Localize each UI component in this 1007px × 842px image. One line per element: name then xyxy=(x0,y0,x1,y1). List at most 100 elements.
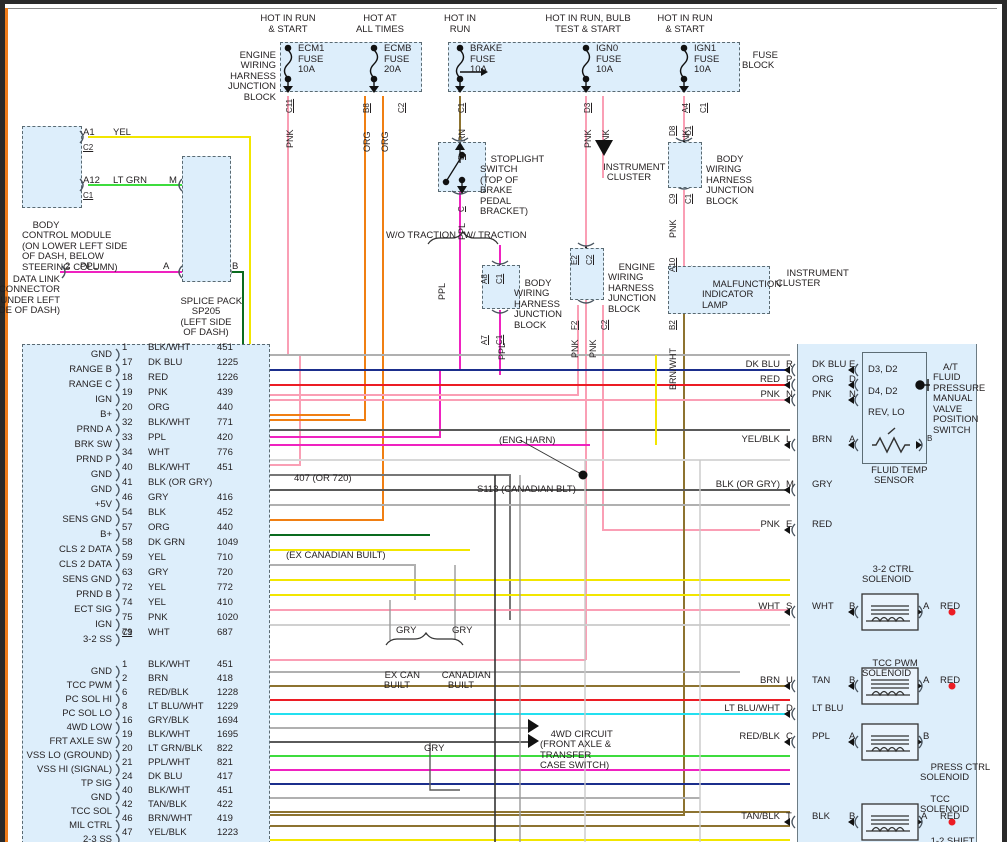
c1-row-function-label: B+ xyxy=(100,529,112,540)
label-gry-right: GRY xyxy=(452,625,473,636)
temp-sensor-in-color: BRN xyxy=(812,434,833,445)
c1-row-function-label: CLS 2 DATA xyxy=(59,559,112,570)
c2-row-circuit-number: 1229 xyxy=(217,701,239,712)
c1-row-terminal-bracket xyxy=(115,438,120,452)
c1-row-wire-color: WHT xyxy=(148,447,170,458)
c1-row-terminal-bracket xyxy=(115,633,120,647)
body-wiring-harness-junction-block-1 xyxy=(482,265,520,309)
at-feed-in-color: RED xyxy=(812,519,833,530)
bcm-pin-a1: A1 xyxy=(83,127,95,138)
press-ctrl-out-term: C xyxy=(786,731,793,742)
c2-row-pin-number: 1 xyxy=(122,659,128,670)
dlc-wire-ppl: PPL xyxy=(80,261,98,272)
c1-row-terminal-bracket xyxy=(115,573,120,587)
c1-row-pin-number: 19 xyxy=(122,387,133,398)
at-row2-in-color: ORG xyxy=(812,374,834,385)
c1-row-function-label: SENS GND xyxy=(62,514,112,525)
solenoid-1-2-shift-label: 1-2 SHIFTSOLENOID xyxy=(930,835,975,842)
c2-row-wire-color: PPL/WHT xyxy=(148,757,191,768)
splice-term-b: B xyxy=(232,261,239,272)
c2-row-pin-number: 46 xyxy=(122,813,133,824)
c1-row-pin-number: 46 xyxy=(122,492,133,503)
at-row2-out-term: P xyxy=(786,374,793,385)
bcm-wire-ltgrn: LT GRN xyxy=(113,175,147,186)
c2-row-terminal-bracket xyxy=(115,735,120,749)
c1-row-circuit-number: 1020 xyxy=(217,612,239,623)
c2-row-function-label: FRT AXLE SW xyxy=(49,736,112,747)
solenoid-tcc-in-color: BLK xyxy=(812,811,830,822)
temp-sensor-out-color: YEL/BLK xyxy=(741,434,780,445)
c2-row-function-label: TP SIG xyxy=(81,778,112,789)
c1-row-terminal-bracket xyxy=(115,363,120,377)
fuse-ecmb-label: ECMB FUSE 20A xyxy=(384,43,412,75)
c1-row-wire-color: YEL xyxy=(148,597,166,608)
at-row2-in-term: D xyxy=(849,374,856,385)
at-row2-range: D4, D2 xyxy=(868,386,898,397)
splice-term-m: M xyxy=(169,175,177,186)
c1-row-wire-color: PNK xyxy=(148,387,168,398)
c2-row-pin-number: 2 xyxy=(122,673,128,684)
c1-row-function-label: GND xyxy=(90,349,112,360)
at-row1-in-term: E xyxy=(849,359,856,370)
solenoid-tcc-pwm-out-term: U xyxy=(786,675,793,686)
c1-row-circuit-number: 1049 xyxy=(217,537,239,548)
c1-row-pin-number: 63 xyxy=(122,567,133,578)
bcm-wire-yel: YEL xyxy=(113,127,131,138)
note-circuit-407: 407 (OR 720) xyxy=(294,473,352,484)
note-ex-canadian-built: (EX CANADIAN BUILT) xyxy=(286,550,386,561)
temp-sensor-gnd-in-color: GRY xyxy=(812,479,833,490)
at-feed-out-term: E xyxy=(786,519,793,530)
c1-row-wire-color: BLK (OR GRY) xyxy=(148,477,213,488)
c2-row-circuit-number: 418 xyxy=(217,673,233,684)
solenoid-tcc-label: TCC SOLENOID xyxy=(920,793,970,815)
at-row1-range: D3, D2 xyxy=(868,364,898,375)
c2-row-wire-color: GRY/BLK xyxy=(148,715,190,726)
c1-row-wire-color: DK BLU xyxy=(148,357,183,368)
solenoid-tcc-pwm-out-color: BRN xyxy=(759,675,780,686)
c1-row-function-label: PRND B xyxy=(76,589,112,600)
label-ex-can-built: EX CAN BUILT xyxy=(383,669,420,691)
c2-row-function-label: MIL CTRL xyxy=(69,820,112,831)
c1-row-pin-number: 40 xyxy=(122,462,133,473)
c1-row-wire-color: BLK/WHT xyxy=(148,462,191,473)
c2-row-wire-color: BRN/WHT xyxy=(148,813,193,824)
at-pressure-switch-label: A/T FLUID PRESSURE MANUAL VALVE POSITION SWITC… xyxy=(933,361,986,436)
c1-row-circuit-number: 771 xyxy=(217,417,233,428)
c2-row-wire-color: BRN xyxy=(148,673,169,684)
c2-row-terminal-bracket xyxy=(115,833,120,842)
c1-row-circuit-number: 1225 xyxy=(217,357,239,368)
c1-row-terminal-bracket xyxy=(115,588,120,602)
c2-row-pin-number: 42 xyxy=(122,799,133,810)
c1-row-function-label: B+ xyxy=(100,409,112,420)
temp-sensor-ret-term: B xyxy=(927,434,933,443)
label-hot-in-run-start-1: HOT IN RUN & START xyxy=(260,13,316,35)
solenoid-tcc-out-term: T xyxy=(786,811,792,822)
c1-row-wire-color: ORG xyxy=(148,522,170,533)
c2-row-pin-number: 6 xyxy=(122,687,128,698)
at-row3-out-term: N xyxy=(786,389,793,400)
c2-row-terminal-bracket xyxy=(115,763,120,777)
c1-row-wire-color: PPL xyxy=(148,432,166,443)
c1-row-circuit-number: 720 xyxy=(217,567,233,578)
c1-row-function-label: ECT SIG xyxy=(74,604,112,615)
instrument-cluster-label-1: INSTRUMENT CLUSTER xyxy=(603,161,666,183)
c1-row-terminal-bracket xyxy=(115,423,120,437)
engine-wiring-harness-junction-block-mid xyxy=(570,248,604,300)
c1-row-wire-color: BLK xyxy=(148,507,166,518)
label-4wd-circuit: 4WD CIRCUIT (FRONT AXLE & TRANSFER CASE SWI… xyxy=(540,728,613,771)
c2-row-wire-color: YEL/BLK xyxy=(148,827,187,838)
c1-row-circuit-number: 439 xyxy=(217,387,233,398)
engine-wiring-harness-junction-block-top xyxy=(280,42,422,92)
engine-wiring-jb-top-caption: ENGINE WIRING HARNESS JUNCTION BLOCK xyxy=(227,49,276,103)
mil-label: MALFUNCTION INDICATOR LAMP xyxy=(702,278,782,311)
c2-row-terminal-bracket xyxy=(115,749,120,763)
c2-row-wire-color: DK BLU xyxy=(148,771,183,782)
fuse-block-top xyxy=(448,42,740,92)
bcm-conn-c1: C1 xyxy=(83,191,94,200)
label-hot-at-all-times: HOT AT ALL TIMES xyxy=(355,13,405,35)
bcm-pin-a12: A12 xyxy=(83,175,100,186)
c1-row-circuit-number: 451 xyxy=(217,342,233,353)
fuse-ign1-label: IGN1 FUSE 10A xyxy=(694,43,720,75)
